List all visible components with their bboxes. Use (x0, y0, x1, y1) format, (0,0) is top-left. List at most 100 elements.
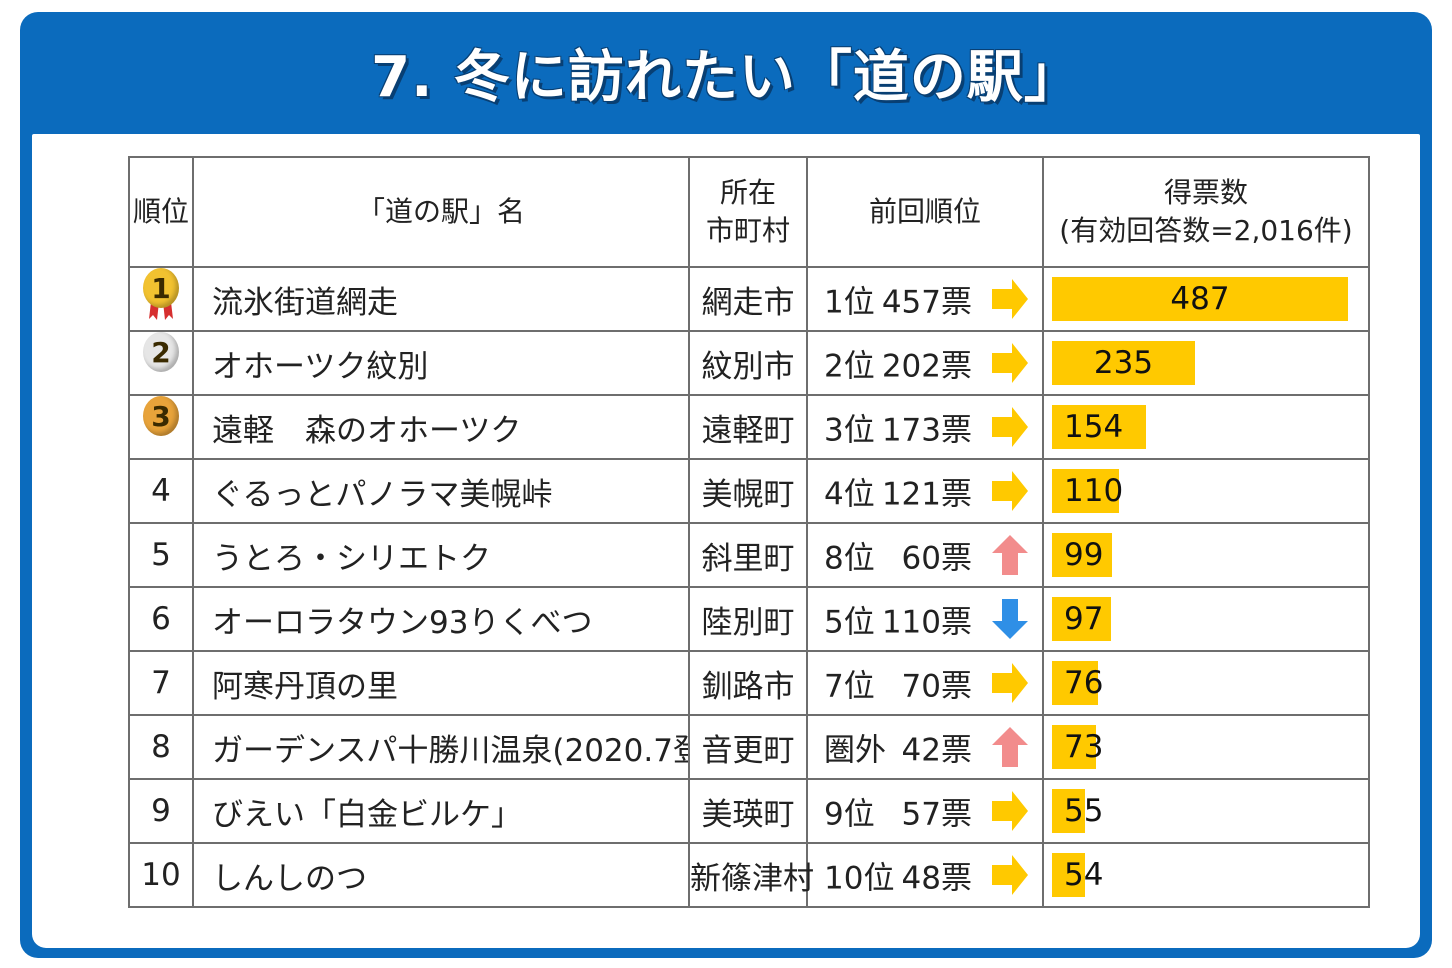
header-votes: 得票数 (有効回答数=2,016件) (1042, 156, 1370, 268)
rank-cell: 9 (128, 778, 194, 844)
table-row: 3 遠軽 森のオホーツク 遠軽町 3位 173票 154 (128, 394, 1370, 460)
previous-rank: 3位 (824, 412, 875, 449)
header-rank: 順位 (128, 156, 194, 268)
station-name: しんしのつ (192, 842, 690, 908)
table-row: 7 阿寒丹頂の里 釧路市 7位 70票 76 (128, 650, 1370, 716)
header-row: 順位 「道の駅」名 所在 市町村 前回順位 得票数 (有効回答数=2,016件) (128, 156, 1370, 268)
votes-bar-label: 55 (1064, 793, 1104, 829)
votes-bar-cell: 55 (1042, 778, 1370, 844)
rank-cell: 4 (128, 458, 194, 524)
previous-votes: 48票 (901, 860, 972, 897)
votes-bar-label: 73 (1064, 729, 1104, 765)
page-title: 7. 冬に訪れたい「道の駅」 (371, 44, 1081, 110)
previous-rank: 7位 (824, 668, 875, 705)
previous-rank: 圏外 (824, 732, 886, 769)
votes-bar (1052, 469, 1119, 513)
station-name: 流氷街道網走 (192, 266, 690, 332)
table-row: 5 うとろ・シリエトク 斜里町 8位 60票 99 (128, 522, 1370, 588)
votes-bar-cell: 97 (1042, 586, 1370, 652)
previous-rank: 1位 (824, 284, 875, 321)
arrow-right-icon (992, 407, 1028, 447)
arrow-up-icon (992, 727, 1028, 767)
rank-cell: 5 (128, 522, 194, 588)
arrow-right-icon (992, 855, 1028, 895)
station-name: 遠軽 森のオホーツク (192, 394, 690, 460)
rank-number: 5 (151, 537, 171, 573)
rank-number: 8 (151, 729, 171, 765)
votes-bar (1052, 405, 1146, 449)
medal-bronze-icon: 3 (141, 396, 181, 450)
arrow-right-icon (992, 663, 1028, 703)
table-row: 1 流氷街道網走 網走市 1位 457票 487 (128, 266, 1370, 332)
city-name: 音更町 (688, 714, 808, 780)
city-name: 新篠津村 (688, 842, 814, 908)
header-votes-line1: 得票数 (1163, 176, 1248, 210)
previous-rank: 2位 (824, 348, 875, 385)
city-name: 遠軽町 (688, 394, 808, 460)
previous-rank-cell: 7位 70票 (806, 650, 1044, 716)
previous-rank: 9位 (824, 796, 875, 833)
medal-coin: 3 (143, 396, 179, 436)
table-row: 6 オーロラタウン93りくべつ 陸別町 5位 110票 97 (128, 586, 1370, 652)
votes-bar (1052, 533, 1112, 577)
votes-bar-label: 154 (1064, 409, 1124, 445)
city-name: 斜里町 (688, 522, 808, 588)
previous-votes: 57票 (901, 796, 972, 833)
rank-cell: 6 (128, 586, 194, 652)
station-name: ガーデンスパ十勝川温泉(2020.7登録) (192, 714, 690, 780)
medal-coin: 2 (143, 332, 179, 372)
city-name: 紋別市 (688, 330, 808, 396)
rank-number: 6 (151, 601, 171, 637)
arrow-up-icon (992, 535, 1028, 575)
table-row: 10 しんしのつ 新篠津村 10位 48票 54 (128, 842, 1370, 908)
header-prev: 前回順位 (806, 156, 1044, 268)
previous-rank-cell: 4位 121票 (806, 458, 1044, 524)
header-city-line2: 市町村 (705, 214, 790, 247)
votes-bar-cell: 110 (1042, 458, 1370, 524)
votes-bar-label: 110 (1064, 473, 1124, 509)
previous-rank-cell: 10位 48票 (806, 842, 1044, 908)
previous-votes: 70票 (901, 668, 972, 705)
rank-cell: 1 (128, 266, 194, 332)
station-name: びえい「白金ビルケ」 (192, 778, 690, 844)
medal-silver-icon: 2 (141, 332, 181, 386)
votes-bar-cell: 73 (1042, 714, 1370, 780)
votes-bar (1052, 661, 1098, 705)
previous-votes: 110票 (881, 604, 972, 641)
previous-rank: 8位 (824, 540, 875, 577)
votes-bar-label: 76 (1064, 665, 1104, 701)
votes-bar-cell: 154 (1042, 394, 1370, 460)
previous-rank-cell: 3位 173票 (806, 394, 1044, 460)
city-name: 美幌町 (688, 458, 808, 524)
table-body: 1 流氷街道網走 網走市 1位 457票 487 2 オホーツク紋別 紋別市 2位 202票 235 3… (128, 266, 1370, 908)
previous-rank-cell: 5位 110票 (806, 586, 1044, 652)
previous-votes: 121票 (881, 476, 972, 513)
station-name: うとろ・シリエトク (192, 522, 690, 588)
arrow-down-icon (992, 599, 1028, 639)
previous-rank-cell: 8位 60票 (806, 522, 1044, 588)
table-row: 9 びえい「白金ビルケ」 美瑛町 9位 57票 55 (128, 778, 1370, 844)
previous-rank: 4位 (824, 476, 875, 513)
votes-bar-label: 99 (1064, 537, 1104, 573)
city-name: 美瑛町 (688, 778, 808, 844)
arrow-right-icon (992, 343, 1028, 383)
arrow-right-icon (992, 791, 1028, 831)
previous-votes: 173票 (881, 412, 972, 449)
votes-bar-cell: 76 (1042, 650, 1370, 716)
votes-bar-label: 235 (1093, 345, 1154, 381)
previous-rank: 10位 (824, 860, 895, 897)
previous-votes: 457票 (881, 284, 972, 321)
rank-cell: 3 (128, 394, 194, 460)
table-panel: 順位 「道の駅」名 所在 市町村 前回順位 得票数 (有効回答数=2,016件)… (32, 134, 1420, 948)
votes-bar-label: 487 (1170, 281, 1230, 317)
header-city: 所在 市町村 (688, 156, 808, 268)
rank-cell: 8 (128, 714, 194, 780)
medal-gold-icon: 1 (141, 268, 181, 322)
votes-bar-cell: 99 (1042, 522, 1370, 588)
station-name: オホーツク紋別 (192, 330, 690, 396)
table-row: 4 ぐるっとパノラマ美幌峠 美幌町 4位 121票 110 (128, 458, 1370, 524)
votes-bar-cell: 54 (1042, 842, 1370, 908)
previous-rank-cell: 2位 202票 (806, 330, 1044, 396)
station-name: オーロラタウン93りくべつ (192, 586, 690, 652)
